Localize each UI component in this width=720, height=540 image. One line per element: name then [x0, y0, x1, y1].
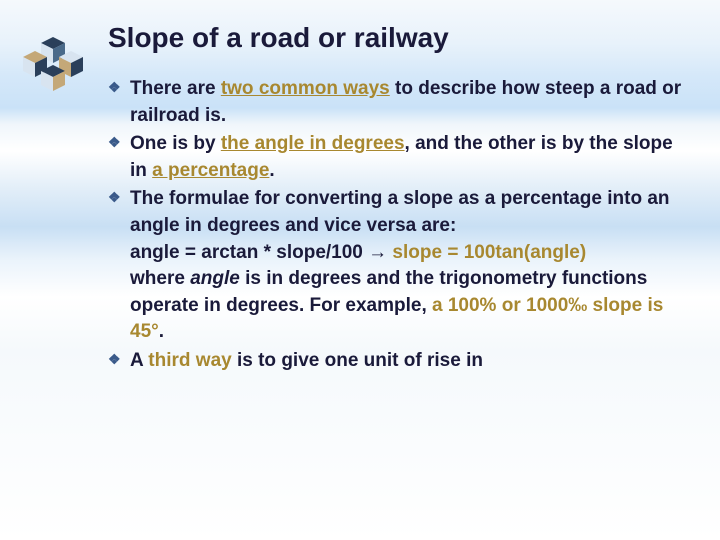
- italic-text: angle: [190, 268, 240, 289]
- logo-icon: [18, 24, 88, 94]
- text: .: [159, 321, 164, 342]
- bullet-item-4: A third way is to give one unit of rise …: [108, 348, 688, 375]
- text: A: [130, 350, 148, 371]
- bullet-item-1: There are two common ways to describe ho…: [108, 76, 688, 129]
- formula: angle = arctan * slope/100 →: [130, 242, 392, 263]
- bullet-item-3: The formulae for converting a slope as a…: [108, 186, 688, 346]
- bullet-item-2: One is by the angle in degrees, and the …: [108, 131, 688, 184]
- text: There are: [130, 78, 221, 99]
- emphasis: the angle in degrees: [221, 133, 405, 154]
- emphasis: two common ways: [221, 78, 390, 99]
- emphasis: slope = 100tan(angle): [392, 242, 586, 263]
- slide-content: Slope of a road or railway There are two…: [108, 22, 688, 377]
- emphasis: third way: [148, 350, 231, 371]
- bullet-list: There are two common ways to describe ho…: [108, 76, 688, 375]
- text: The formulae for converting a slope as a…: [130, 188, 670, 236]
- text: is to give one unit of rise in: [232, 350, 483, 371]
- text: .: [269, 160, 274, 181]
- text: where: [130, 268, 190, 289]
- emphasis: a percentage: [152, 160, 269, 181]
- slide-title: Slope of a road or railway: [108, 22, 688, 54]
- text: One is by: [130, 133, 221, 154]
